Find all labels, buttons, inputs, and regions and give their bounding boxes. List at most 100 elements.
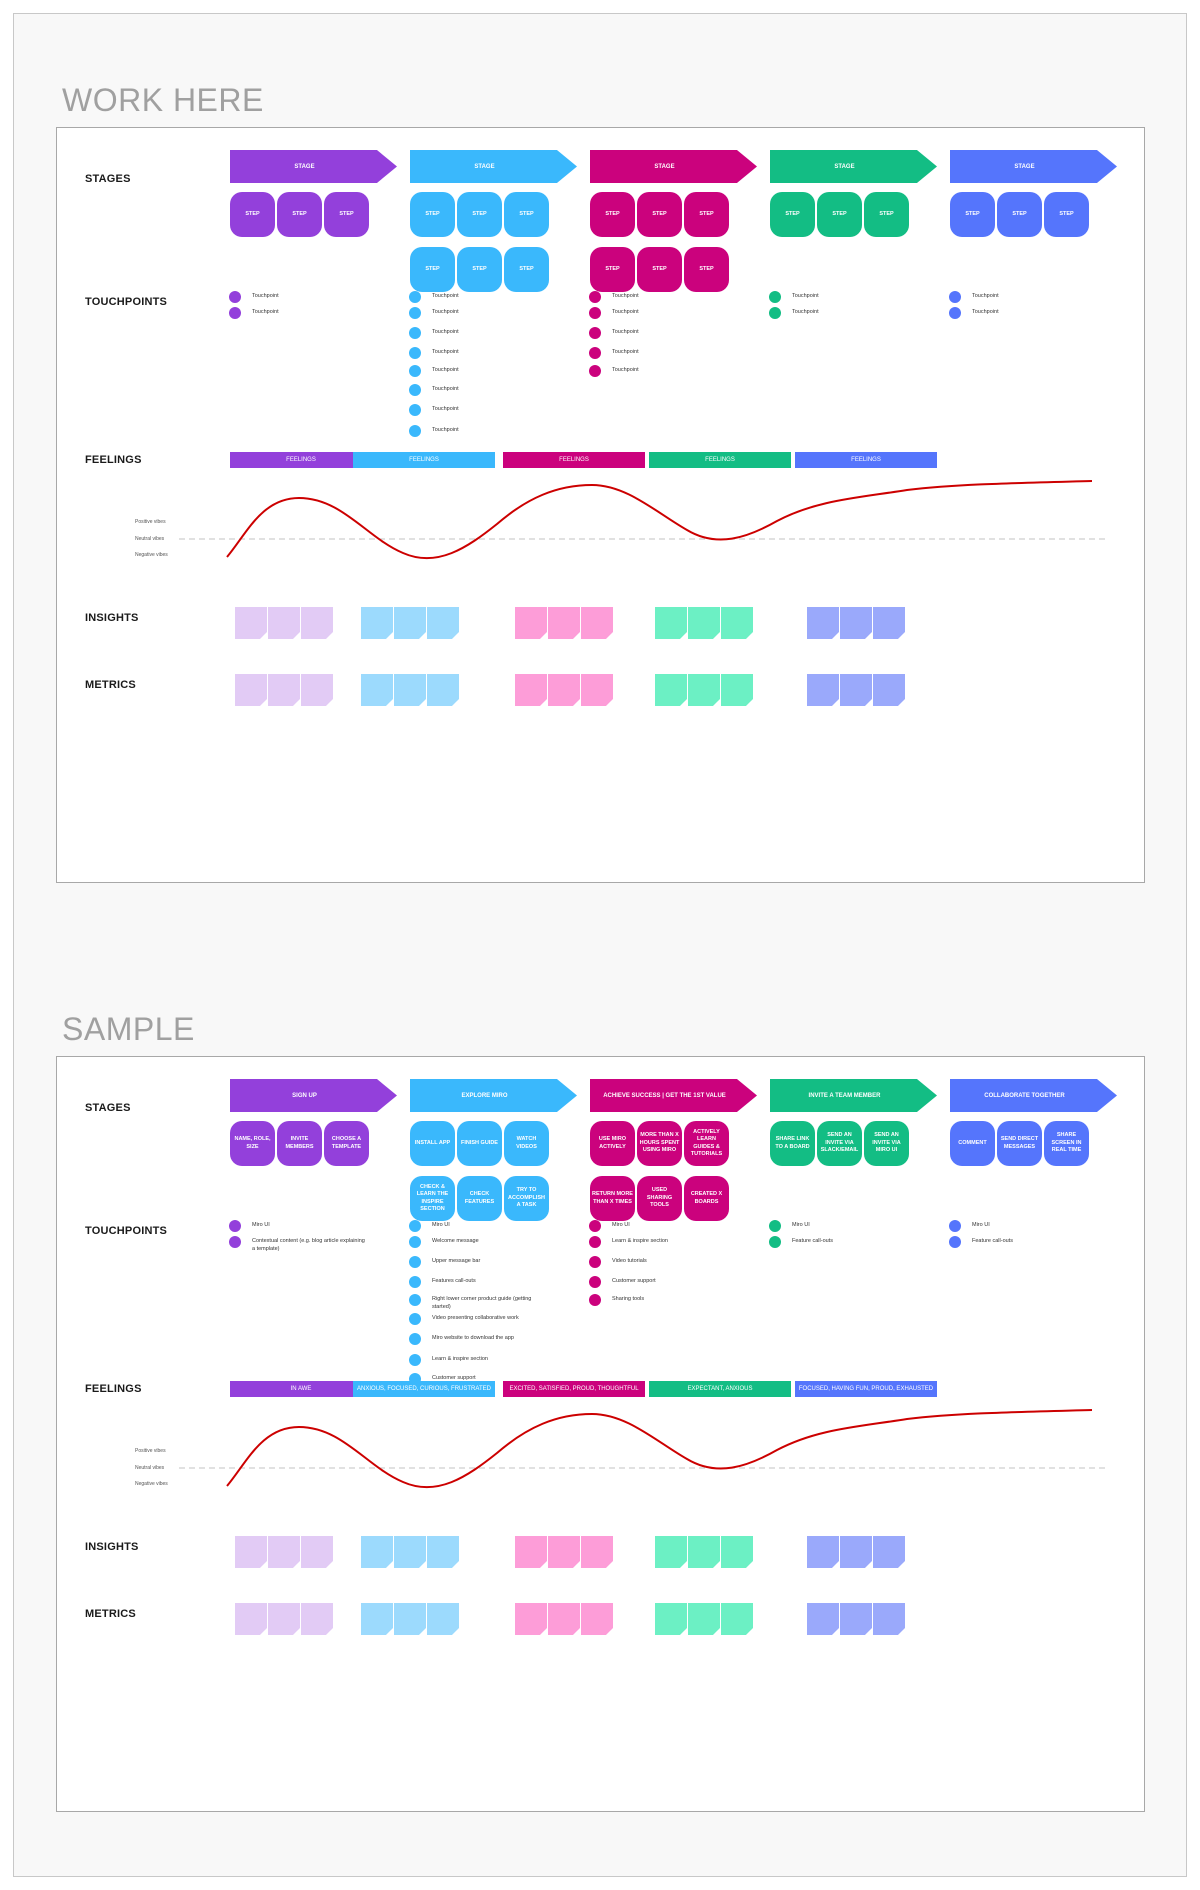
insight-sticky-note[interactable]: [427, 1536, 459, 1568]
step-card[interactable]: SEND DIRECT MESSAGES: [997, 1121, 1042, 1166]
step-card[interactable]: WATCH VIDEOS: [504, 1121, 549, 1166]
insight-sticky-note[interactable]: [873, 1536, 905, 1568]
touchpoint-item[interactable]: Touchpoint: [409, 327, 459, 339]
insight-sticky-note[interactable]: [268, 607, 300, 639]
metric-sticky-note[interactable]: [548, 674, 580, 706]
touchpoint-item[interactable]: Learn & inspire section: [589, 1236, 668, 1248]
touchpoint-item[interactable]: Touchpoint: [409, 307, 459, 319]
step-card[interactable]: SHARE LINK TO A BOARD: [770, 1121, 815, 1166]
insight-sticky-note[interactable]: [873, 607, 905, 639]
touchpoint-item[interactable]: Touchpoint: [949, 291, 999, 303]
step-card[interactable]: STEP: [637, 192, 682, 237]
metric-sticky-note[interactable]: [301, 674, 333, 706]
touchpoint-item[interactable]: Touchpoint: [409, 404, 459, 416]
step-card[interactable]: STEP: [277, 192, 322, 237]
touchpoint-item[interactable]: Touchpoint: [229, 291, 279, 303]
insight-sticky-note[interactable]: [394, 1536, 426, 1568]
step-card[interactable]: STEP: [410, 247, 455, 292]
insight-sticky-note[interactable]: [721, 607, 753, 639]
metric-sticky-note[interactable]: [581, 674, 613, 706]
step-card[interactable]: TRY TO ACCOMPLISH A TASK: [504, 1176, 549, 1221]
stage-arrow[interactable]: STAGE: [410, 150, 577, 183]
touchpoint-item[interactable]: Touchpoint: [589, 347, 639, 359]
insight-sticky-note[interactable]: [548, 607, 580, 639]
step-card[interactable]: USED SHARING TOOLS: [637, 1176, 682, 1221]
metric-sticky-note[interactable]: [721, 674, 753, 706]
step-card[interactable]: CHECK FEATURES: [457, 1176, 502, 1221]
touchpoint-item[interactable]: Touchpoint: [589, 365, 639, 377]
step-card[interactable]: CREATED X BOARDS: [684, 1176, 729, 1221]
stage-arrow[interactable]: COLLABORATE TOGETHER: [950, 1079, 1117, 1112]
insight-sticky-note[interactable]: [301, 1536, 333, 1568]
step-card[interactable]: RETURN MORE THAN X TIMES: [590, 1176, 635, 1221]
insight-sticky-note[interactable]: [807, 607, 839, 639]
stage-arrow[interactable]: ACHIEVE SUCCESS | GET THE 1ST VALUE: [590, 1079, 757, 1112]
touchpoint-item[interactable]: Feature call-outs: [949, 1236, 1013, 1248]
step-card[interactable]: NAME, ROLE, SIZE: [230, 1121, 275, 1166]
touchpoint-item[interactable]: Miro UI: [589, 1220, 630, 1232]
insight-sticky-note[interactable]: [301, 607, 333, 639]
touchpoint-item[interactable]: Touchpoint: [589, 307, 639, 319]
feelings-bar[interactable]: ANXIOUS, FOCUSED, CURIOUS, FRUSTRATED: [353, 1381, 495, 1397]
insight-sticky-note[interactable]: [235, 1536, 267, 1568]
metric-sticky-note[interactable]: [873, 674, 905, 706]
metric-sticky-note[interactable]: [268, 1603, 300, 1635]
insight-sticky-note[interactable]: [581, 1536, 613, 1568]
step-card[interactable]: CHOOSE A TEMPLATE: [324, 1121, 369, 1166]
feelings-bar[interactable]: FEELINGS: [503, 452, 645, 468]
step-card[interactable]: STEP: [457, 247, 502, 292]
metric-sticky-note[interactable]: [655, 674, 687, 706]
step-card[interactable]: SEND AN INVITE VIA MIRO UI: [864, 1121, 909, 1166]
touchpoint-item[interactable]: Welcome message: [409, 1236, 479, 1248]
insight-sticky-note[interactable]: [394, 607, 426, 639]
insight-sticky-note[interactable]: [721, 1536, 753, 1568]
feelings-bar[interactable]: FEELINGS: [649, 452, 791, 468]
insight-sticky-note[interactable]: [515, 1536, 547, 1568]
touchpoint-item[interactable]: Sharing tools: [589, 1294, 644, 1306]
touchpoint-item[interactable]: Touchpoint: [409, 365, 459, 377]
touchpoint-item[interactable]: Features call-outs: [409, 1276, 476, 1288]
step-card[interactable]: STEP: [324, 192, 369, 237]
step-card[interactable]: STEP: [504, 247, 549, 292]
metric-sticky-note[interactable]: [394, 674, 426, 706]
insight-sticky-note[interactable]: [361, 607, 393, 639]
stage-arrow[interactable]: STAGE: [770, 150, 937, 183]
touchpoint-item[interactable]: Learn & inspire section: [409, 1354, 488, 1366]
metric-sticky-note[interactable]: [361, 1603, 393, 1635]
stage-arrow[interactable]: STAGE: [230, 150, 397, 183]
metric-sticky-note[interactable]: [301, 1603, 333, 1635]
insight-sticky-note[interactable]: [427, 607, 459, 639]
insight-sticky-note[interactable]: [361, 1536, 393, 1568]
touchpoint-item[interactable]: Miro UI: [409, 1220, 450, 1232]
step-card[interactable]: USE MIRO ACTIVELY: [590, 1121, 635, 1166]
touchpoint-item[interactable]: Touchpoint: [769, 291, 819, 303]
touchpoint-item[interactable]: Touchpoint: [409, 291, 459, 303]
touchpoint-item[interactable]: Video tutorials: [589, 1256, 647, 1268]
insight-sticky-note[interactable]: [840, 607, 872, 639]
feelings-bar[interactable]: FEELINGS: [795, 452, 937, 468]
step-card[interactable]: STEP: [864, 192, 909, 237]
step-card[interactable]: CHECK & LEARN THE INSPIRE SECTION: [410, 1176, 455, 1221]
metric-sticky-note[interactable]: [361, 674, 393, 706]
touchpoint-item[interactable]: Feature call-outs: [769, 1236, 833, 1248]
step-card[interactable]: STEP: [684, 192, 729, 237]
touchpoint-item[interactable]: Upper message bar: [409, 1256, 480, 1268]
touchpoint-item[interactable]: Touchpoint: [949, 307, 999, 319]
feelings-bar[interactable]: FOCUSED, HAVING FUN, PROUD, EXHAUSTED: [795, 1381, 937, 1397]
stage-arrow[interactable]: EXPLORE MIRO: [410, 1079, 577, 1112]
touchpoint-item[interactable]: Customer support: [589, 1276, 656, 1288]
stage-arrow[interactable]: STAGE: [950, 150, 1117, 183]
touchpoint-item[interactable]: Touchpoint: [409, 425, 459, 437]
touchpoint-item[interactable]: Touchpoint: [229, 307, 279, 319]
touchpoint-item[interactable]: Video presenting collaborative work: [409, 1313, 519, 1325]
insight-sticky-note[interactable]: [548, 1536, 580, 1568]
insight-sticky-note[interactable]: [655, 607, 687, 639]
feelings-bar[interactable]: EXPECTANT, ANXIOUS: [649, 1381, 791, 1397]
metric-sticky-note[interactable]: [427, 1603, 459, 1635]
insight-sticky-note[interactable]: [515, 607, 547, 639]
step-card[interactable]: MORE THAN X HOURS SPENT USING MIRO: [637, 1121, 682, 1166]
step-card[interactable]: STEP: [230, 192, 275, 237]
touchpoint-item[interactable]: Right lower corner product guide (gettin…: [409, 1294, 547, 1312]
touchpoint-item[interactable]: Contextual content (e.g. blog article ex…: [229, 1236, 367, 1254]
metric-sticky-note[interactable]: [515, 1603, 547, 1635]
